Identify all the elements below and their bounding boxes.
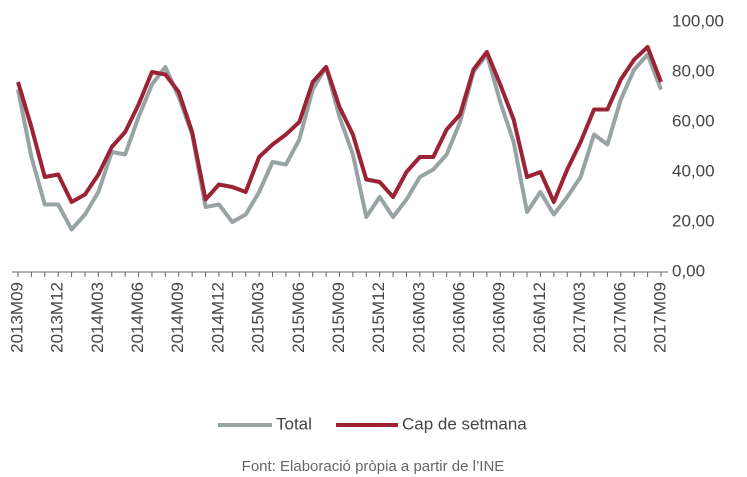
- source-note: Font: Elaboració pròpia a partir de l’IN…: [242, 458, 505, 475]
- x-tick-label: 2014M09: [168, 282, 187, 353]
- y-tick-label: 80,00: [672, 61, 715, 80]
- y-tick-label: 0,00: [672, 261, 705, 280]
- x-tick-label: 2015M09: [329, 282, 348, 353]
- x-tick-label: 2015M12: [369, 282, 388, 353]
- x-tick-label: 2017M03: [570, 282, 589, 353]
- y-tick-label: 100,00: [672, 11, 724, 30]
- x-tick-label: 2016M09: [490, 282, 509, 353]
- y-tick-label: 20,00: [672, 211, 715, 230]
- x-tick-label: 2014M12: [208, 282, 227, 353]
- y-tick-label: 40,00: [672, 161, 715, 180]
- line-series: [16, 52, 663, 232]
- x-tick-label: 2013M12: [48, 282, 67, 353]
- x-tick-label: 2013M09: [7, 282, 26, 353]
- x-tick-label: 2015M03: [249, 282, 268, 353]
- x-tick-label: 2015M06: [289, 282, 308, 353]
- line-series: [16, 45, 663, 204]
- x-tick-label: 2014M03: [88, 282, 107, 353]
- x-tick-label: 2016M06: [450, 282, 469, 353]
- legend-label: Cap de setmana: [402, 414, 527, 433]
- x-tick-label: 2014M06: [128, 282, 147, 353]
- x-tick-label: 2017M06: [610, 282, 629, 353]
- y-tick-label: 60,00: [672, 111, 715, 130]
- x-tick-label: 2016M03: [409, 282, 428, 353]
- legend-label: Total: [276, 414, 312, 433]
- x-tick-label: 2017M09: [650, 282, 669, 353]
- x-tick-label: 2016M12: [530, 282, 549, 353]
